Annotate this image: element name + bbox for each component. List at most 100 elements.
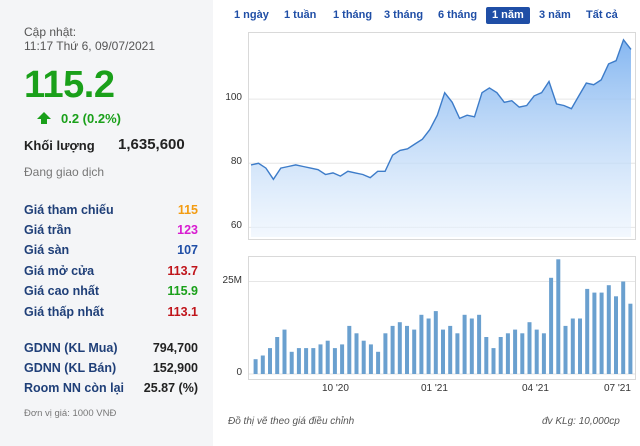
volume-bar [289,351,294,374]
volume-bar [498,337,503,374]
volume-chart [248,256,636,380]
volume-bar [477,314,482,374]
price-row-open: Giá mở cửa 113.7 [24,264,198,278]
x-tick-label: 07 '21 [604,383,631,394]
volume-bar [354,333,359,374]
price-row-value: 123 [177,223,198,237]
volume-bar [505,333,510,374]
price-y-tick: 80 [230,156,242,168]
price-row-floor: Giá sàn 107 [24,243,198,257]
foreign-row-label: GDNN (KL Bán) [24,361,117,375]
price-row-value: 115 [177,203,198,217]
volume-bar [405,325,409,374]
tab-3-months[interactable]: 3 tháng [384,9,424,21]
price-row-value: 113.7 [167,264,198,278]
volume-y-tick: 25M [222,274,242,286]
volume-bar [383,333,388,374]
foreign-row-value: 25.87 (%) [143,381,198,395]
price-change: 0.2 (0.2%) [37,111,121,126]
volume-bar [325,340,330,374]
x-tick-label: 01 '21 [421,383,448,394]
volume-bar [599,292,604,374]
price-row-value: 113.1 [167,305,198,319]
volume-bar [419,314,424,374]
price-row-ceiling: Giá trần 123 [24,223,198,237]
volume-bar [563,325,568,374]
volume-bar [455,333,460,374]
volume-bar [332,348,337,374]
foreign-row-label: Room NN còn lại [24,381,125,395]
volume-bar [462,314,467,374]
volume-bar [592,292,597,374]
price-chart-svg [249,38,635,237]
volume-bar [260,355,265,374]
volume-bar [491,348,496,374]
volume-bar [621,281,626,374]
price-row-reference: Giá tham chiếu 115 [24,203,198,217]
price-row-label: Giá cao nhất [24,284,100,298]
tab-3-years[interactable]: 3 năm [539,9,571,21]
volume-bar [296,348,301,374]
volume-bar [268,348,272,374]
volume-label: Khối lượng [24,138,95,153]
x-tick-label: 04 '21 [522,383,549,394]
volume-bar [304,348,309,374]
volume-bar [311,348,316,374]
volume-bar [614,296,618,374]
volume-bar [527,322,532,374]
volume-bar [484,337,489,374]
volume-bar [541,333,546,374]
price-chart [248,32,636,240]
volume-bar [426,318,431,374]
period-tabs: 1 ngày 1 tuần 1 tháng 3 tháng 6 tháng 1 … [222,4,638,26]
price-row-value: 115.9 [167,284,198,298]
price-change-value: 0.2 (0.2%) [61,111,121,126]
trading-status: Đang giao dịch [24,165,105,179]
volume-bar [628,303,633,374]
price-row-label: Giá sàn [24,243,70,257]
volume-bar [390,325,395,374]
tab-1-year[interactable]: 1 năm [486,7,530,24]
price-row-label: Giá trần [24,223,72,237]
foreign-row-value: 794,700 [152,341,198,355]
tab-1-week[interactable]: 1 tuần [284,9,317,21]
volume-bar [412,329,417,374]
volume-bar [347,325,352,374]
price-area [251,39,631,237]
volume-bar [318,344,323,374]
volume-bar [570,318,575,374]
volume-y-tick: 0 [236,367,242,378]
foreign-row-sell: GDNN (KL Bán) 152,900 [24,361,198,375]
volume-bar [556,259,561,374]
foreign-row-value: 152,900 [152,361,198,375]
volume-bar [513,329,518,374]
tab-6-months[interactable]: 6 tháng [438,9,478,21]
unit-note: Đơn vị giá: 1000 VNĐ [24,408,117,419]
foreign-row-room: Room NN còn lại 25.87 (%) [24,381,198,395]
price-row-label: Giá tham chiếu [24,203,114,217]
chart-footnote: Đồ thị vẽ theo giá điều chỉnh [228,416,355,427]
foreign-row-label: GDNN (KL Mua) [24,341,118,355]
volume-bar [376,351,381,374]
price-row-label: Giá mở cửa [24,264,95,278]
price-y-tick: 100 [225,92,242,104]
volume-bar [441,329,445,374]
volume-bar [578,318,582,374]
tab-all[interactable]: Tất cả [586,9,618,21]
volume-bar [282,329,287,374]
volume-bar [520,333,525,374]
volume-bar [397,322,402,374]
tab-1-month[interactable]: 1 tháng [333,9,373,21]
volume-bar [433,311,438,374]
volume-chart-svg [249,259,635,375]
volume-bar [368,344,373,374]
volume-unit-note: đv KLg: 10,000cp [542,416,620,427]
volume-bar [585,288,590,374]
price-row-label: Giá thấp nhất [24,305,104,319]
price-row-value: 107 [177,243,198,257]
volume-bar [448,325,453,374]
volume-bar [469,318,474,374]
volume-bar [361,340,366,374]
volume-bar [534,329,539,374]
tab-1-day[interactable]: 1 ngày [234,9,269,21]
